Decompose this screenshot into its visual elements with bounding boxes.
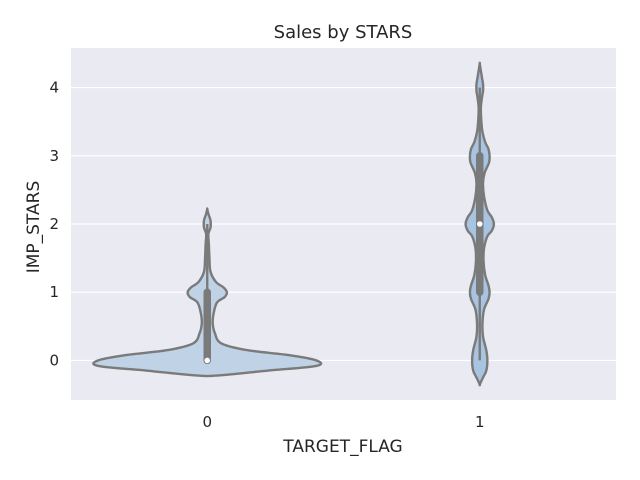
x-tick-label: 0 xyxy=(202,413,212,431)
violin-median-1 xyxy=(476,221,483,227)
chart-title: Sales by STARS xyxy=(274,22,413,43)
x-axis-label: TARGET_FLAG xyxy=(282,437,402,457)
violins xyxy=(92,61,496,387)
y-tick-label: 2 xyxy=(49,215,59,233)
violin-median-0 xyxy=(204,357,211,364)
y-axis-label: IMP_STARS xyxy=(24,181,44,274)
y-tick-label: 3 xyxy=(49,147,59,165)
y-tick-label: 4 xyxy=(49,79,59,97)
y-tick-label: 1 xyxy=(49,283,59,301)
y-tick-label: 0 xyxy=(49,351,59,369)
x-tick-label: 1 xyxy=(475,413,485,431)
y-tick-labels: 0 1 2 3 4 xyxy=(49,79,59,370)
